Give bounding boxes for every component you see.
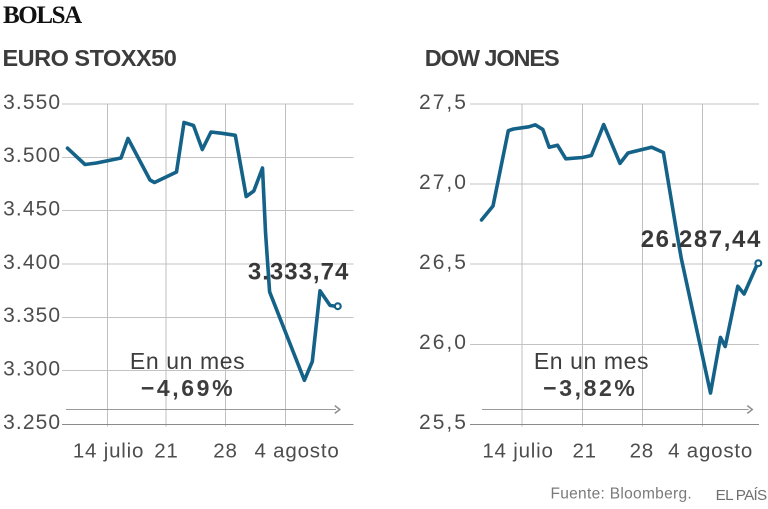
svg-text:En un mes: En un mes	[130, 348, 245, 374]
svg-text:14 julio: 14 julio	[73, 440, 144, 463]
svg-text:28: 28	[213, 440, 237, 463]
svg-text:28: 28	[630, 440, 654, 463]
svg-text:3.500: 3.500	[3, 144, 61, 167]
svg-text:21: 21	[572, 440, 596, 463]
svg-text:3.400: 3.400	[3, 251, 61, 274]
svg-text:−4,69%: −4,69%	[141, 375, 235, 401]
svg-text:3.450: 3.450	[3, 198, 61, 221]
svg-text:EL PAÍS: EL PAÍS	[716, 487, 767, 504]
svg-text:BOLSA: BOLSA	[3, 2, 82, 29]
svg-text:−3,82%: −3,82%	[543, 375, 637, 401]
svg-text:3.300: 3.300	[3, 358, 61, 381]
svg-text:25,5: 25,5	[419, 411, 468, 434]
svg-text:DOW JONES: DOW JONES	[425, 45, 559, 71]
svg-text:3.550: 3.550	[3, 91, 61, 114]
svg-text:27,0: 27,0	[419, 171, 468, 194]
svg-text:EURO STOXX50: EURO STOXX50	[3, 45, 177, 71]
svg-text:3.250: 3.250	[3, 411, 61, 434]
svg-text:26.287,44: 26.287,44	[641, 226, 762, 253]
svg-text:27,5: 27,5	[419, 91, 468, 114]
svg-text:Fuente: Bloomberg.: Fuente: Bloomberg.	[550, 486, 692, 503]
svg-text:26,5: 26,5	[419, 251, 468, 274]
svg-text:21: 21	[154, 440, 178, 463]
svg-text:26,0: 26,0	[419, 331, 468, 354]
svg-text:14 julio: 14 julio	[482, 440, 553, 463]
svg-text:3.333,74: 3.333,74	[248, 259, 349, 286]
svg-text:En un mes: En un mes	[534, 348, 649, 374]
svg-text:3.350: 3.350	[3, 304, 61, 327]
svg-text:4 agosto: 4 agosto	[254, 440, 339, 463]
svg-text:4 agosto: 4 agosto	[668, 440, 753, 463]
